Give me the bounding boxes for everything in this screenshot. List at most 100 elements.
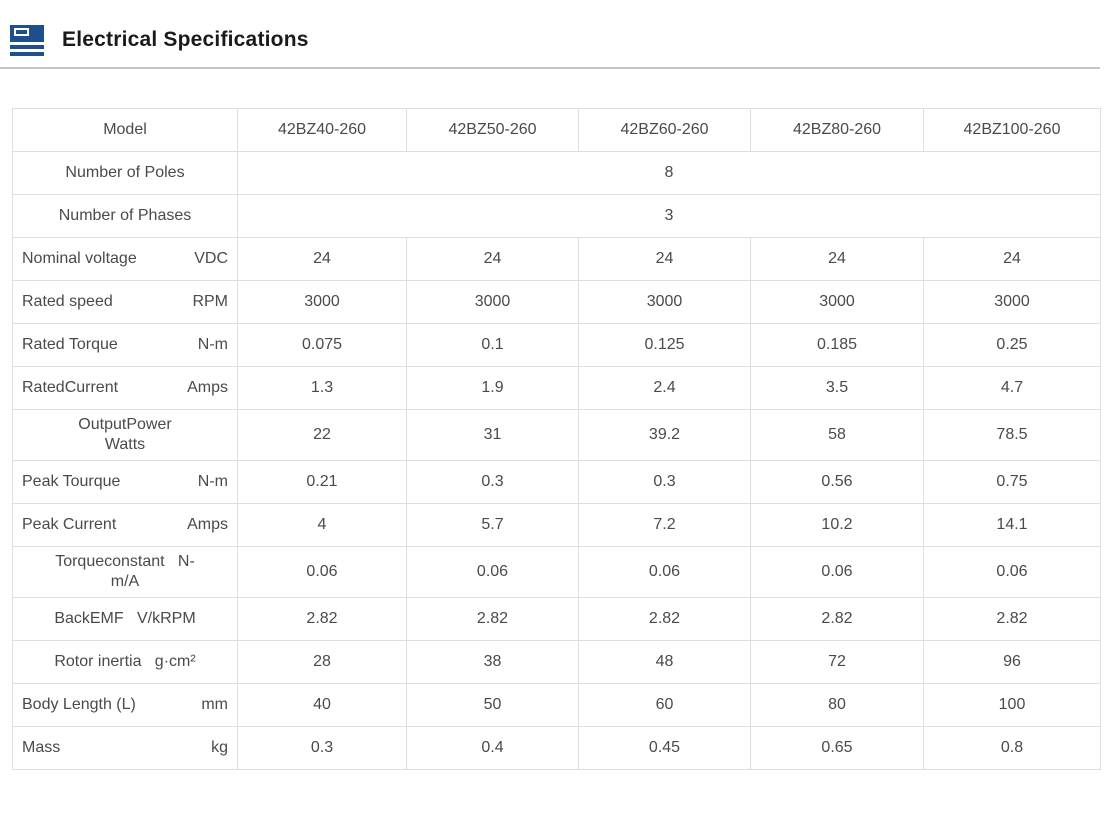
specs-table-body: Model 42BZ40-260 42BZ50-260 42BZ60-260 42BZ8… xyxy=(12,108,1101,770)
merged-value-cell: 8 xyxy=(237,151,1101,195)
value-cell: 2.82 xyxy=(406,597,579,641)
value-cell: 0.3 xyxy=(237,726,407,770)
value-cell: 0.65 xyxy=(750,726,924,770)
value-cell: 24 xyxy=(406,237,579,281)
model-name-cell: 42BZ100-260 xyxy=(923,108,1101,152)
value-cell: 24 xyxy=(923,237,1101,281)
value-cell: 2.82 xyxy=(923,597,1101,641)
row-label-line: OutputPower xyxy=(78,416,172,433)
model-name-cell: 42BZ40-260 xyxy=(237,108,407,152)
row-label-text: Rated Torque xyxy=(22,336,118,353)
row-label-text: Rated speed xyxy=(22,293,113,310)
value-cell: 0.06 xyxy=(578,546,751,598)
value-cell: 0.45 xyxy=(578,726,751,770)
row-label-text: Mass xyxy=(22,739,61,756)
value-cell: 3000 xyxy=(237,280,407,324)
value-cell: 1.9 xyxy=(406,366,579,410)
row-label-cell: Rated speed RPM xyxy=(12,280,238,324)
row-label-text: Nominal voltage xyxy=(22,250,137,267)
row-label-line: Number of Phases xyxy=(58,207,192,224)
row-label: RatedCurrent Amps xyxy=(13,378,237,398)
row-label-text: Peak Tourque xyxy=(22,473,121,490)
value-cell: 7.2 xyxy=(578,503,751,547)
value-cell: 3000 xyxy=(923,280,1101,324)
row-label-cell: Body Length (L) mm xyxy=(12,683,238,727)
value-cell: 2.82 xyxy=(750,597,924,641)
value-cell: 72 xyxy=(750,640,924,684)
row-label-cell: Torqueconstant N-m/A xyxy=(12,546,238,598)
value-cell: 0.185 xyxy=(750,323,924,367)
value-cell: 100 xyxy=(923,683,1101,727)
electrical-specs-table: Model 42BZ40-260 42BZ50-260 42BZ60-260 42BZ8… xyxy=(12,108,1101,770)
value-cell: 28 xyxy=(237,640,407,684)
value-cell: 2.82 xyxy=(578,597,751,641)
table-row-torque-constant: Torqueconstant N-m/A 0.06 0.06 0.06 0.06 0.06 xyxy=(12,546,1101,598)
row-label: Mass kg xyxy=(13,738,237,758)
value-cell: 0.3 xyxy=(406,460,579,504)
row-label-cell: Peak Current Amps xyxy=(12,503,238,547)
row-label-cell: Number of Phases xyxy=(12,194,238,238)
row-unit-text: mm xyxy=(201,696,228,713)
table-row-mass: Mass kg 0.3 0.4 0.45 0.65 0.8 xyxy=(12,726,1101,770)
value-cell: 58 xyxy=(750,409,924,461)
row-label: Peak Current Amps xyxy=(13,515,237,535)
value-cell: 2.82 xyxy=(237,597,407,641)
table-row-body-length: Body Length (L) mm 40 50 60 80 100 xyxy=(12,683,1101,727)
spec-list-icon-bar xyxy=(10,44,44,49)
value-cell: 24 xyxy=(237,237,407,281)
row-label-cell: Number of Poles xyxy=(12,151,238,195)
value-cell: 96 xyxy=(923,640,1101,684)
value-cell: 4.7 xyxy=(923,366,1101,410)
row-label-cell: OutputPower Watts xyxy=(12,409,238,461)
value-cell: 3000 xyxy=(578,280,751,324)
row-label-line: Number of Poles xyxy=(65,164,185,181)
value-cell: 24 xyxy=(578,237,751,281)
value-cell: 1.3 xyxy=(237,366,407,410)
row-unit-text: VDC xyxy=(194,250,228,267)
value-cell: 22 xyxy=(237,409,407,461)
value-cell: 0.8 xyxy=(923,726,1101,770)
row-label-line: m/A xyxy=(110,573,140,590)
value-cell: 39.2 xyxy=(578,409,751,461)
row-label-line: Rotor inertia g·cm² xyxy=(54,653,196,670)
table-row-back-emf: BackEMF V/kRPM 2.82 2.82 2.82 2.82 2.82 xyxy=(12,597,1101,641)
row-label-text: RatedCurrent xyxy=(22,379,119,396)
value-cell: 0.06 xyxy=(923,546,1101,598)
table-row-rotor-inertia: Rotor inertia g·cm² 28 38 48 72 96 xyxy=(12,640,1101,684)
row-label: Peak Tourque N-m xyxy=(13,472,237,492)
row-unit-text: Amps xyxy=(187,516,228,533)
value-cell: 31 xyxy=(406,409,579,461)
value-cell: 0.06 xyxy=(237,546,407,598)
row-unit-text: RPM xyxy=(192,293,228,310)
value-cell: 0.125 xyxy=(578,323,751,367)
spec-list-icon xyxy=(10,24,44,56)
table-row-rated-current: RatedCurrent Amps 1.3 1.9 2.4 3.5 4.7 xyxy=(12,366,1101,410)
value-cell: 50 xyxy=(406,683,579,727)
value-cell: 0.3 xyxy=(578,460,751,504)
value-cell: 4 xyxy=(237,503,407,547)
row-label-text: Body Length (L) xyxy=(22,696,136,713)
row-unit-text: N-m xyxy=(197,336,228,353)
section-title: Electrical Specifications xyxy=(62,28,309,51)
spec-list-icon-bar xyxy=(10,51,44,56)
value-cell: 3.5 xyxy=(750,366,924,410)
value-cell: 5.7 xyxy=(406,503,579,547)
value-cell: 24 xyxy=(750,237,924,281)
row-label-cell: Peak Tourque N-m xyxy=(12,460,238,504)
row-label-cell: BackEMF V/kRPM xyxy=(12,597,238,641)
row-label: Rated speed RPM xyxy=(13,292,237,312)
row-label: Rated Torque N-m xyxy=(13,335,237,355)
value-cell: 0.21 xyxy=(237,460,407,504)
row-label-cell: Nominal voltage VDC xyxy=(12,237,238,281)
value-cell: 0.56 xyxy=(750,460,924,504)
row-label-line: Torqueconstant N- xyxy=(55,553,195,570)
row-label: Body Length (L) mm xyxy=(13,695,237,715)
value-cell: 78.5 xyxy=(923,409,1101,461)
spec-list-icon-slot xyxy=(14,27,29,36)
value-cell: 3000 xyxy=(406,280,579,324)
spec-list-icon-block xyxy=(10,24,44,42)
value-cell: 0.4 xyxy=(406,726,579,770)
row-label-cell: RatedCurrent Amps xyxy=(12,366,238,410)
value-cell: 0.06 xyxy=(406,546,579,598)
